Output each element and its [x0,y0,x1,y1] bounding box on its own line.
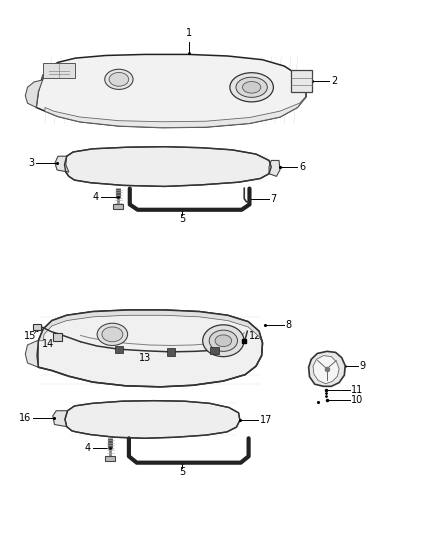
Bar [210,346,219,354]
Polygon shape [53,411,67,426]
Text: 14: 14 [42,339,54,349]
Text: 3: 3 [28,158,34,168]
Bar [105,456,116,461]
Ellipse shape [97,323,127,345]
Bar [53,333,62,341]
Polygon shape [64,147,271,187]
Polygon shape [45,97,306,127]
Bar [291,70,312,92]
Text: 4: 4 [92,191,99,201]
Polygon shape [39,310,262,343]
Polygon shape [65,401,240,438]
Text: 15: 15 [24,332,36,342]
Polygon shape [313,356,339,384]
Text: 8: 8 [286,320,292,330]
Polygon shape [269,160,280,176]
Text: 4: 4 [85,443,91,453]
Text: 2: 2 [331,76,338,86]
Polygon shape [55,156,69,172]
Text: 13: 13 [139,353,151,363]
Ellipse shape [209,330,237,351]
Polygon shape [36,54,306,127]
Text: 10: 10 [351,395,363,405]
Text: 11: 11 [351,384,363,394]
Bar [43,63,75,78]
Text: 6: 6 [300,162,306,172]
Bar [167,348,176,356]
Ellipse shape [105,69,133,90]
Ellipse shape [203,325,244,357]
Bar [33,324,41,330]
Polygon shape [309,351,345,386]
Ellipse shape [102,327,123,342]
Bar [115,345,123,353]
Bar [113,204,123,209]
Text: 1: 1 [185,28,191,38]
Polygon shape [37,310,262,387]
Text: 17: 17 [259,415,272,425]
Text: 7: 7 [270,194,277,204]
Ellipse shape [243,82,261,93]
Text: 5: 5 [179,214,185,224]
Text: 16: 16 [19,413,31,423]
Polygon shape [25,341,39,367]
Text: 12: 12 [249,332,261,342]
Ellipse shape [109,72,129,86]
Text: 5: 5 [179,467,185,477]
Text: 9: 9 [360,361,366,370]
Ellipse shape [236,77,267,98]
Polygon shape [25,68,49,108]
Ellipse shape [230,72,273,102]
Ellipse shape [215,335,232,346]
